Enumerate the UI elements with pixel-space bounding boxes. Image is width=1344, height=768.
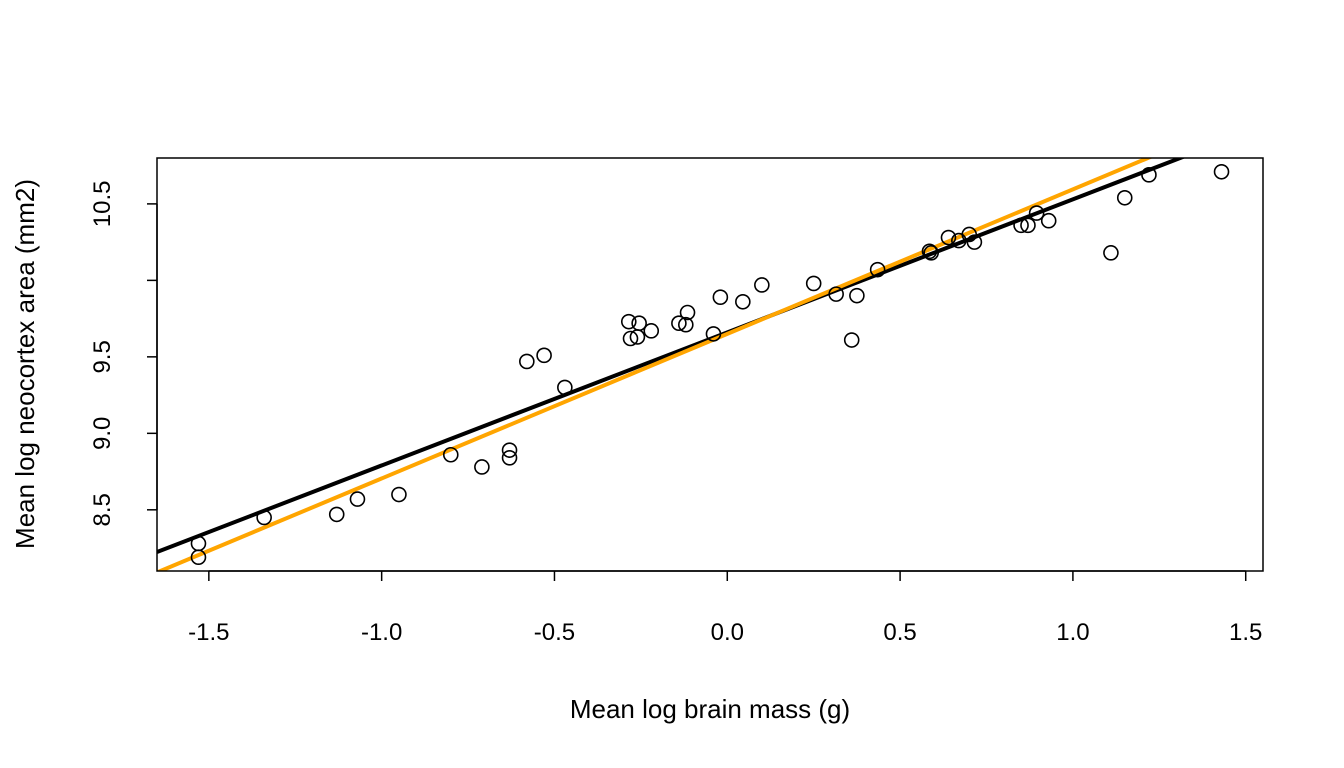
data-point [519,353,535,370]
data-point [643,323,660,339]
y-tick-label: 10.5 [89,181,116,228]
data-point [631,315,647,332]
regression-lines [157,158,1186,571]
x-axis: -1.5 -1.0 -0.5 0.0 0.5 1.0 1.5 [188,570,1262,646]
data-point [671,315,687,332]
data-point [557,379,573,396]
data-point [536,347,552,364]
data-point [1116,189,1133,206]
data-point [1103,245,1119,261]
data-point [678,316,694,333]
data-point [256,509,272,526]
data-point [679,304,696,321]
x-tick-label: 1.0 [1056,619,1089,646]
data-point [940,229,957,246]
data-point [190,535,207,552]
plot-frame [156,157,1264,572]
data-point [501,442,518,458]
data-point [391,486,407,503]
data-point [923,245,940,261]
y-tick-label: 9.5 [89,340,116,373]
data-point [869,261,886,278]
y-axis-title: Mean log neocortex area (mm2) [10,179,40,549]
data-point [961,226,978,243]
data-point [843,332,860,348]
data-point [501,450,518,466]
x-tick-label: 0.5 [883,619,916,646]
data-point [328,506,345,523]
data-point [921,243,938,260]
x-tick-label: 0.0 [711,619,744,646]
data-point [849,287,865,304]
data-point [190,549,207,566]
data-point [735,293,751,310]
data-point [828,286,844,302]
data-point [966,234,983,250]
data-point [442,446,459,463]
x-tick-label: -1.5 [188,619,229,646]
data-point [622,330,639,347]
data-point [1040,212,1057,229]
x-tick-label: 1.5 [1229,619,1262,646]
data-point [805,275,822,292]
data-point [474,459,490,475]
data-point [1020,217,1036,234]
y-axis: 8.5 9.0 9.5 10.5 [89,181,158,527]
data-point [1141,167,1157,183]
data-point [349,491,366,507]
y-tick-label: 8.5 [89,493,116,526]
data-point [705,326,722,342]
data-point [754,277,770,293]
data-point [1013,217,1029,234]
data-point [712,289,729,305]
y-tick-label: 9.0 [89,417,116,450]
data-point [1213,163,1230,180]
data-point [1028,205,1045,221]
data-points [190,163,1230,566]
regression-line-2 [157,158,1154,571]
data-point [620,313,637,330]
x-tick-label: -1.0 [361,619,402,646]
x-axis-title: Mean log brain mass (g) [570,694,850,724]
x-tick-label: -0.5 [534,619,575,646]
